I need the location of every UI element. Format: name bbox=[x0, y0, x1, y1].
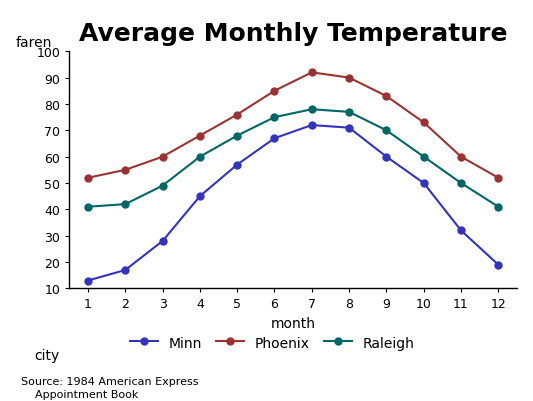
Legend: Minn, Phoenix, Raleigh: Minn, Phoenix, Raleigh bbox=[130, 336, 415, 350]
Minn bbox=[495, 263, 502, 267]
Raleigh bbox=[85, 205, 91, 210]
Phoenix bbox=[458, 155, 464, 160]
Raleigh bbox=[122, 202, 128, 207]
Text: faren: faren bbox=[15, 36, 52, 50]
Line: Raleigh: Raleigh bbox=[84, 107, 502, 211]
Phoenix bbox=[234, 113, 240, 117]
Phoenix bbox=[495, 176, 502, 181]
Minn bbox=[346, 126, 352, 131]
Phoenix bbox=[271, 89, 278, 94]
Raleigh bbox=[383, 129, 390, 134]
Raleigh bbox=[271, 115, 278, 120]
Raleigh bbox=[458, 181, 464, 186]
Minn bbox=[234, 163, 240, 168]
X-axis label: month: month bbox=[271, 316, 316, 330]
Raleigh bbox=[309, 107, 315, 112]
Line: Minn: Minn bbox=[84, 122, 502, 284]
Raleigh bbox=[495, 205, 502, 210]
Phoenix bbox=[122, 168, 128, 173]
Text: Source: 1984 American Express
    Appointment Book: Source: 1984 American Express Appointmen… bbox=[21, 376, 199, 399]
Minn bbox=[458, 229, 464, 233]
Phoenix bbox=[383, 94, 390, 99]
Title: Average Monthly Temperature: Average Monthly Temperature bbox=[79, 22, 507, 46]
Raleigh bbox=[421, 155, 427, 160]
Minn bbox=[383, 155, 390, 160]
Phoenix bbox=[159, 155, 166, 160]
Minn bbox=[197, 194, 203, 199]
Raleigh bbox=[159, 184, 166, 188]
Phoenix bbox=[309, 71, 315, 75]
Minn bbox=[271, 136, 278, 141]
Phoenix bbox=[421, 121, 427, 126]
Phoenix bbox=[346, 76, 352, 81]
Phoenix bbox=[85, 176, 91, 181]
Raleigh bbox=[197, 155, 203, 160]
Minn bbox=[309, 124, 315, 128]
Minn bbox=[122, 268, 128, 273]
Line: Phoenix: Phoenix bbox=[84, 70, 502, 182]
Minn bbox=[85, 278, 91, 283]
Minn bbox=[159, 239, 166, 244]
Phoenix bbox=[197, 134, 203, 139]
Raleigh bbox=[234, 134, 240, 139]
Minn bbox=[421, 181, 427, 186]
Text: city: city bbox=[35, 348, 60, 362]
Raleigh bbox=[346, 110, 352, 115]
